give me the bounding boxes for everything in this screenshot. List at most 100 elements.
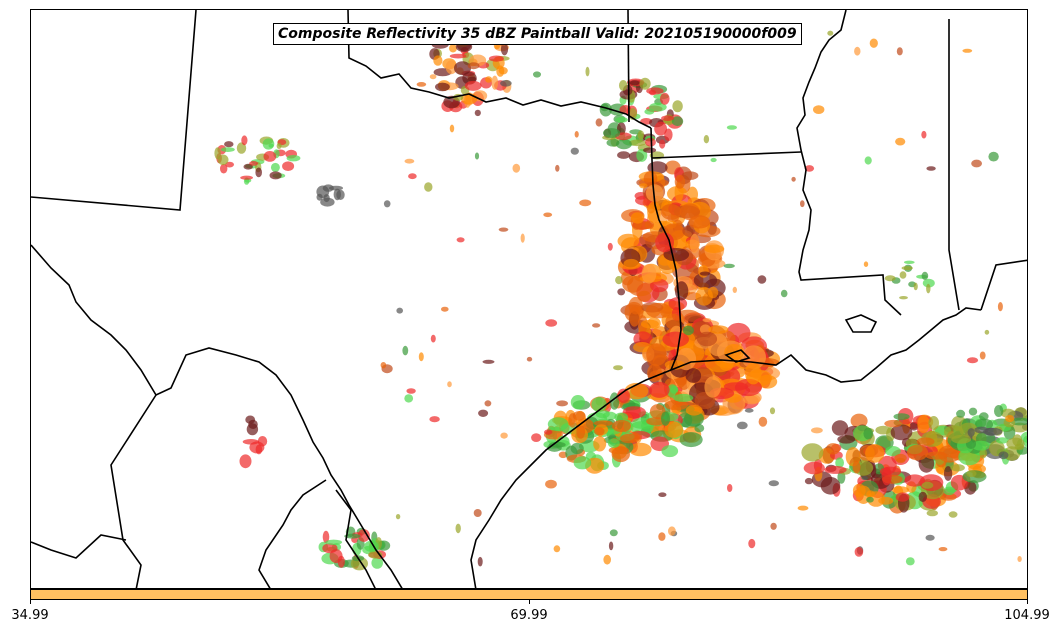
reflectivity-blob: [637, 130, 645, 140]
reflectivity-blob: [607, 438, 620, 449]
reflectivity-blob: [878, 496, 894, 505]
reflectivity-blob: [262, 138, 275, 150]
reflectivity-speck: [736, 421, 748, 430]
reflectivity-blob: [674, 174, 686, 189]
reflectivity-speck: [702, 318, 712, 323]
reflectivity-speck: [430, 334, 436, 343]
reflectivity-blob: [1014, 443, 1025, 451]
reflectivity-speck: [639, 183, 648, 189]
reflectivity-speck: [925, 534, 935, 541]
reflectivity-speck: [543, 212, 553, 218]
reflectivity-blob: [660, 92, 670, 105]
reflectivity-blob: [909, 422, 919, 431]
reflectivity-speck: [768, 480, 779, 487]
reflectivity-speck: [594, 427, 605, 436]
reflectivity-blob: [249, 161, 259, 166]
reflectivity-speck: [404, 158, 415, 164]
reflectivity-speck: [424, 182, 433, 192]
gulf-coast-tx: [470, 369, 672, 588]
map-canvas: [31, 10, 1027, 588]
reflectivity-speck: [1005, 415, 1015, 423]
reflectivity-blob: [322, 184, 334, 192]
reflectivity-blob: [884, 275, 896, 282]
reflectivity-blob: [671, 116, 684, 127]
reflectivity-blob: [649, 381, 670, 398]
reflectivity-blob: [643, 171, 658, 187]
reflectivity-speck: [404, 394, 414, 403]
reflectivity-speck: [797, 505, 809, 511]
reflectivity-speck: [997, 302, 1003, 312]
reflectivity-blob: [679, 203, 700, 221]
reflectivity-blob: [968, 407, 978, 416]
reflectivity-blob: [611, 446, 630, 463]
reflectivity-blob: [645, 137, 656, 147]
reflectivity-speck: [966, 357, 979, 364]
reflectivity-speck: [467, 62, 480, 70]
reflectivity-blob: [645, 184, 664, 202]
reflectivity-speck: [478, 409, 489, 417]
reflectivity-blob: [698, 265, 709, 278]
reflectivity-blob: [570, 395, 586, 410]
reflectivity-blob: [225, 161, 235, 168]
reflectivity-speck: [574, 131, 579, 138]
reflectivity-blob: [220, 163, 228, 174]
reflectivity-blob: [661, 411, 670, 426]
reflectivity-speck: [482, 359, 495, 364]
reflectivity-blob: [890, 424, 913, 441]
reflectivity-speck: [905, 557, 915, 566]
reflectivity-blob: [824, 465, 847, 474]
reflectivity-speck: [854, 547, 864, 557]
reflectivity-speck: [699, 271, 711, 276]
reflectivity-blob: [643, 147, 657, 153]
reflectivity-speck: [474, 152, 480, 160]
reflectivity-blob: [919, 474, 944, 491]
reflectivity-speck: [748, 538, 756, 549]
reflectivity-blob: [994, 405, 1004, 417]
reflectivity-speck: [757, 275, 767, 284]
map-panel: Composite Reflectivity 35 dBZ Paintball …: [30, 9, 1028, 589]
colorbar-tick-left: [30, 600, 31, 604]
reflectivity-blob: [695, 286, 713, 306]
reflectivity-blob: [655, 232, 674, 253]
reflectivity-speck: [948, 511, 958, 518]
reflectivity-speck: [380, 362, 387, 369]
reflectivity-blob: [320, 197, 335, 207]
reflectivity-speck: [555, 164, 560, 172]
reflectivity-blob: [983, 427, 1003, 436]
reflectivity-blob: [801, 443, 824, 462]
reflectivity-blob: [966, 470, 977, 478]
reflectivity-blob: [630, 212, 645, 224]
reflectivity-speck: [402, 345, 409, 356]
reflectivity-speck: [732, 286, 737, 293]
reflectivity-blob: [629, 80, 640, 86]
reflectivity-speck: [613, 365, 623, 371]
colorbar-tick-label-mid: 69.99: [510, 608, 548, 623]
reflectivity-speck: [1017, 556, 1022, 562]
reflectivity-speck: [988, 151, 999, 162]
reflectivity-speck: [921, 130, 927, 139]
reflectivity-blob: [214, 147, 221, 160]
reflectivity-blob: [899, 271, 907, 279]
reflectivity-blob: [679, 432, 703, 448]
reflectivity-blob: [636, 148, 648, 162]
reflectivity-blob: [925, 451, 948, 460]
reflectivity-blob: [943, 486, 956, 496]
reflectivity-blob: [612, 420, 631, 432]
reflectivity-blob: [663, 248, 690, 262]
reflectivity-blob: [650, 278, 669, 293]
reflectivity-blob: [649, 102, 667, 112]
reflectivity-blob: [433, 55, 443, 66]
mexico-state-line-4: [335, 489, 376, 588]
colorbar-tick-label-left: 34.99: [11, 608, 49, 623]
reflectivity-blob: [623, 258, 640, 269]
reflectivity-blob: [694, 424, 705, 433]
reflectivity-speck: [791, 176, 796, 182]
map-title: Composite Reflectivity 35 dBZ Paintball …: [273, 23, 802, 45]
reflectivity-blob: [488, 55, 504, 62]
reflectivity-blob: [950, 464, 965, 472]
reflectivity-blob: [918, 491, 927, 502]
reflectivity-blob: [255, 444, 263, 455]
reflectivity-speck: [769, 407, 776, 415]
reflectivity-blob: [449, 53, 467, 59]
ok-tx-red-river: [347, 10, 652, 129]
